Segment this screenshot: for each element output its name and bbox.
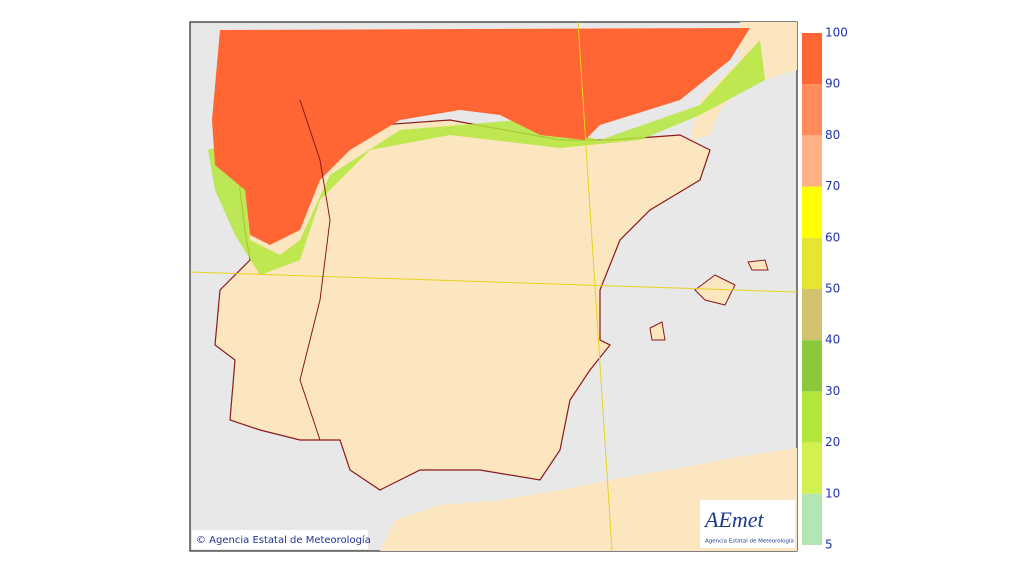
copyright-background <box>192 530 368 549</box>
legend-label: 10 <box>825 486 840 500</box>
map <box>189 21 798 552</box>
legend-label: 90 <box>825 77 840 91</box>
logo-title: AEmet <box>703 507 765 532</box>
parallel <box>189 271 798 293</box>
logo: AEmet Agencia Estatal de Meteorología <box>700 500 795 548</box>
legend-swatch <box>802 340 822 392</box>
legend-label: 40 <box>825 333 840 347</box>
logo-subtitle: Agencia Estatal de Meteorología <box>705 538 794 545</box>
legend-label: 30 <box>825 384 840 398</box>
legend-swatch <box>802 289 822 341</box>
copyright: © Agencia Estatal de Meteorología <box>196 534 371 546</box>
legend-label: 50 <box>825 282 840 296</box>
africa <box>380 448 797 551</box>
copyright-box: © Agencia Estatal de Meteorología <box>192 530 371 549</box>
logo-background <box>700 500 795 548</box>
legend-swatch <box>802 84 822 136</box>
legend-label: 100 <box>825 26 848 40</box>
legend-label: 80 <box>825 128 840 142</box>
legend-label: 70 <box>825 179 840 193</box>
legend-swatch <box>802 442 822 494</box>
legend: 100 90 80 70 60 50 40 30 20 10 5 <box>802 26 848 552</box>
balearic-ibiza <box>649 321 666 341</box>
legend-swatch <box>802 237 822 289</box>
balearic-menorca <box>747 259 769 271</box>
legend-label: 60 <box>825 230 840 244</box>
legend-swatch <box>802 135 822 187</box>
meridian <box>577 21 613 552</box>
probability-red-area <box>212 28 750 245</box>
legend-swatch <box>802 391 822 443</box>
probability-green-band <box>208 40 765 275</box>
legend-swatch <box>802 186 822 238</box>
legend-label: 20 <box>825 435 840 449</box>
legend-swatch <box>802 493 822 545</box>
balearic-mallorca <box>694 274 736 306</box>
legend-label: 5 <box>825 538 833 552</box>
province-borders <box>299 99 331 441</box>
legend-swatch <box>802 33 822 85</box>
